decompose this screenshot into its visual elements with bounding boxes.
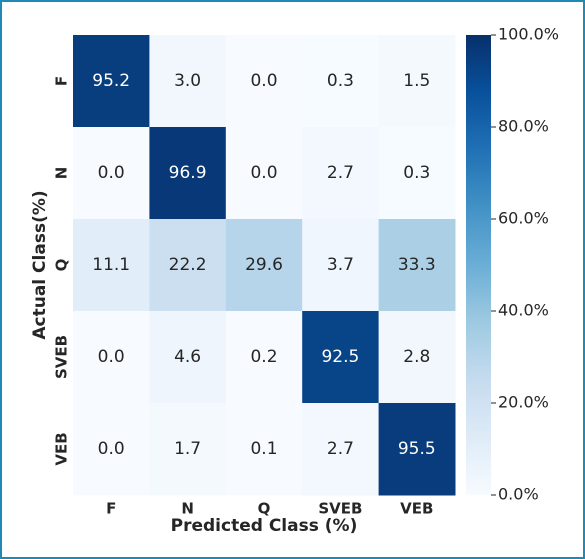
x-tick-label: Q: [258, 500, 271, 518]
colorbar-tick-label: 100.0%: [498, 25, 559, 44]
cell-label: 0.2: [250, 347, 277, 367]
heatmap-cell: [302, 127, 380, 220]
colorbar-tick-label: 80.0%: [498, 117, 549, 136]
cell-label: 3.0: [174, 71, 201, 91]
x-tick-label: VEB: [400, 500, 433, 518]
y-axis-label: Actual Class(%): [30, 190, 50, 339]
heatmap-cell: [225, 127, 303, 220]
heatmap-cell: [225, 219, 303, 312]
cell-label: 95.5: [398, 439, 436, 459]
heatmap-cell: [225, 403, 303, 496]
cell-label: 92.5: [321, 347, 359, 367]
cell-label: 96.9: [169, 163, 207, 183]
y-tick-label: F: [53, 76, 71, 86]
heatmap-cell: [302, 219, 380, 312]
heatmap-cell: [73, 403, 150, 496]
heatmap-cell: [302, 311, 380, 404]
heatmap-cell: [73, 35, 150, 128]
cell-label: 0.0: [250, 71, 277, 91]
x-tick-label: F: [106, 500, 116, 518]
cell-label: 0.0: [98, 163, 125, 183]
cell-label: 22.2: [169, 255, 207, 275]
y-tick-label: VEB: [53, 432, 71, 465]
heatmap-cell: [225, 35, 303, 128]
heatmap-cell: [149, 403, 227, 496]
heatmap-cell: [225, 311, 303, 404]
heatmap-cell: [149, 35, 227, 128]
heatmap-cell: [149, 219, 227, 312]
cell-label: 0.3: [327, 71, 354, 91]
cell-label: 3.7: [327, 255, 354, 275]
cell-label: 2.7: [327, 163, 354, 183]
cell-label: 0.3: [403, 163, 430, 183]
x-tick-label: N: [181, 500, 194, 518]
cell-label: 4.6: [174, 347, 201, 367]
cell-label: 0.1: [250, 439, 277, 459]
y-tick-label: SVEB: [53, 335, 71, 379]
x-tick-label: SVEB: [318, 500, 362, 518]
heatmap-cell: [378, 127, 456, 220]
colorbar-tick-label: 40.0%: [498, 301, 549, 320]
heatmap-cell: [378, 35, 456, 128]
heatmap-cell: [378, 311, 456, 404]
cell-label: 33.3: [398, 255, 436, 275]
colorbar: [466, 35, 491, 495]
x-axis-label: Predicted Class (%): [171, 516, 358, 536]
cell-label: 1.5: [403, 71, 430, 91]
heatmap-cell: [73, 311, 150, 404]
heatmap-cell: [149, 311, 227, 404]
cell-label: 0.0: [98, 347, 125, 367]
colorbar-tick-label: 0.0%: [498, 485, 539, 504]
cell-label: 1.7: [174, 439, 201, 459]
y-tick-label: N: [53, 167, 71, 180]
cell-label: 29.6: [245, 255, 283, 275]
heatmap-cell: [302, 35, 380, 128]
cell-label: 95.2: [92, 71, 130, 91]
colorbar-tick-label: 60.0%: [498, 209, 549, 228]
heatmap-cell: [378, 403, 456, 496]
cell-label: 11.1: [92, 255, 130, 275]
y-tick-label: Q: [53, 259, 71, 272]
cell-label: 2.8: [403, 347, 430, 367]
heatmap-cell: [73, 219, 150, 312]
heatmap-cell: [378, 219, 456, 312]
heatmap-cell: [302, 403, 380, 496]
cell-label: 0.0: [98, 439, 125, 459]
colorbar-tick-label: 20.0%: [498, 393, 549, 412]
heatmap-cell: [73, 127, 150, 220]
cell-label: 2.7: [327, 439, 354, 459]
cell-label: 0.0: [250, 163, 277, 183]
heatmap-cell: [149, 127, 227, 220]
